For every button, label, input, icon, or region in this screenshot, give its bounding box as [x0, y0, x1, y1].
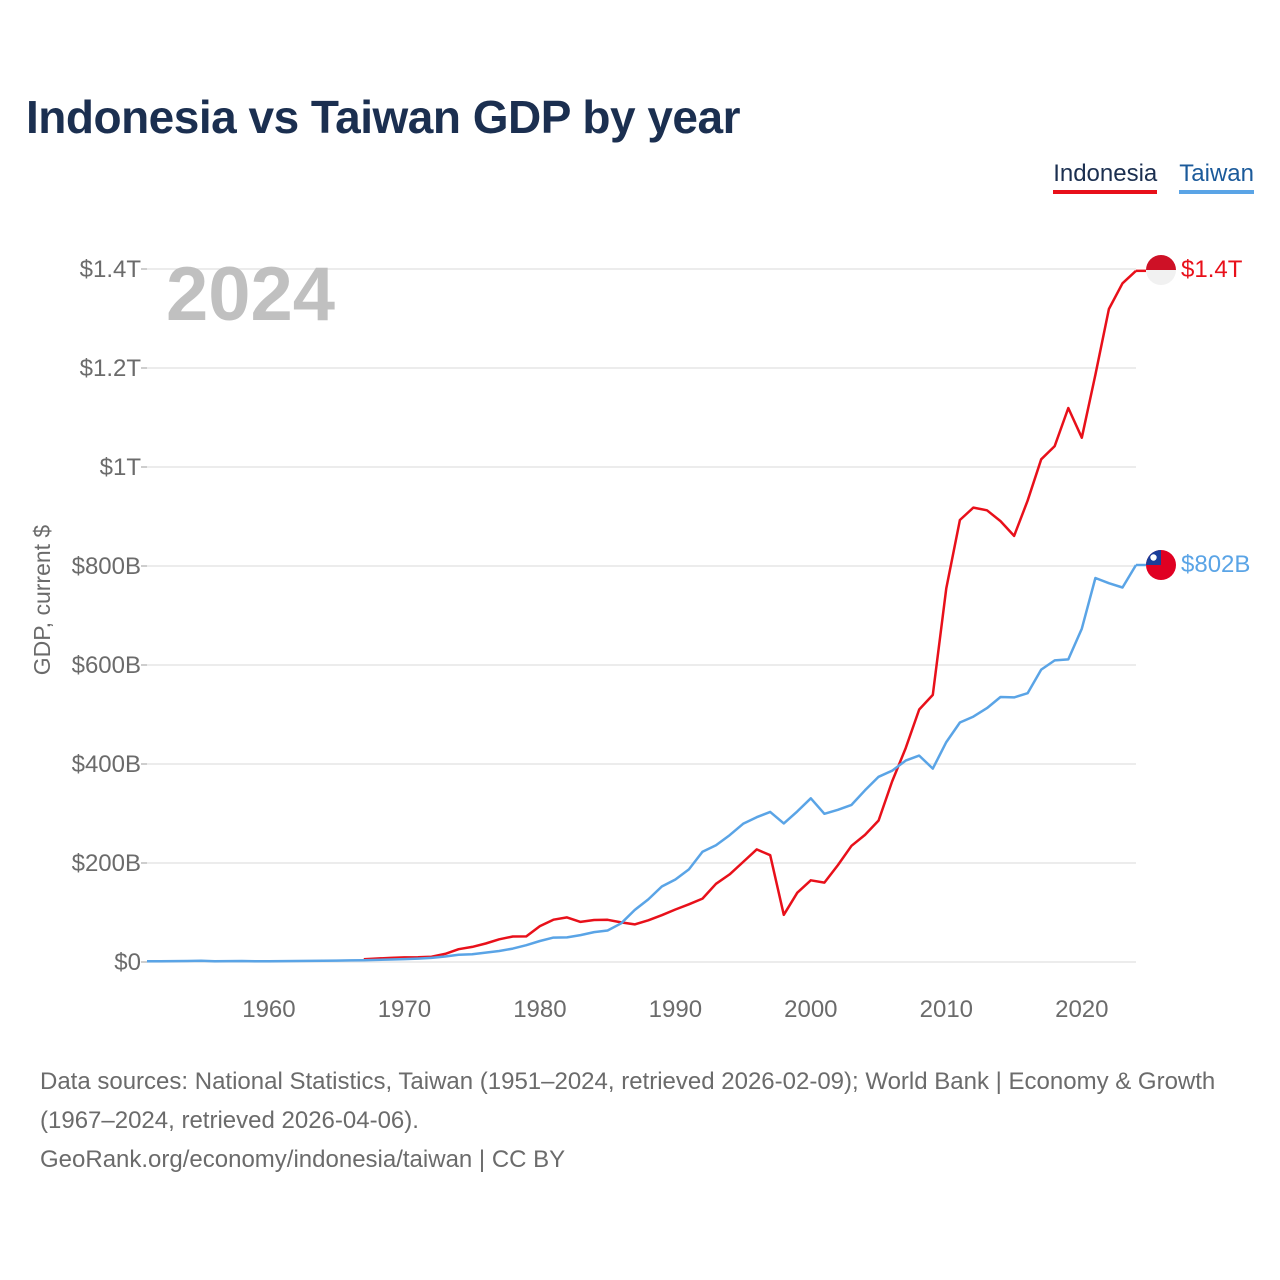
source-link[interactable]: GeoRank.org/economy/indonesia/taiwan | C…	[40, 1146, 566, 1173]
y-tick-label: $0	[114, 949, 141, 976]
x-tick-label: 2020	[1055, 996, 1108, 1023]
grid-lines	[147, 268, 1136, 963]
indonesia-end-label: $1.4T	[1181, 256, 1243, 283]
chart-title: Indonesia vs Taiwan GDP by year	[26, 91, 740, 143]
x-tick-label: 2010	[920, 996, 973, 1023]
x-tick-label: 1990	[649, 996, 702, 1023]
indonesia-flag-icon	[1146, 255, 1176, 285]
legend: Indonesia Taiwan	[1053, 160, 1254, 194]
y-tick-label: $1.4T	[80, 256, 142, 283]
y-tick-label: $1.2T	[80, 355, 142, 382]
taiwan-flag-icon	[1146, 550, 1176, 580]
taiwan-end-label: $802B	[1181, 551, 1250, 578]
y-tick-label: $1T	[100, 454, 142, 481]
footer: Data sources: National Statistics, Taiwa…	[40, 1062, 1240, 1179]
series	[146, 269, 1146, 963]
y-tick-label: $600B	[72, 652, 141, 679]
gdp-line-chart: $0 $200B $400B $600B $800B $1T $1.2T $1.4T 1960 1…	[29, 252, 1250, 1023]
indonesia-series-line[interactable]	[363, 269, 1137, 961]
y-tick-label: $800B	[72, 553, 141, 580]
legend-item-indonesia[interactable]: Indonesia	[1053, 160, 1158, 194]
y-tick-label: $400B	[72, 751, 141, 778]
axes: $0 $200B $400B $600B $800B $1T $1.2T $1.4T 1960 1…	[72, 256, 1109, 1023]
y-tick-label: $200B	[72, 850, 141, 877]
y-axis-title: GDP, current $	[29, 525, 55, 676]
taiwan-series-line[interactable]	[146, 564, 1138, 963]
x-tick-label: 2000	[784, 996, 837, 1023]
x-tick-label: 1960	[242, 996, 295, 1023]
year-label: 2024	[166, 252, 335, 337]
legend-item-taiwan[interactable]: Taiwan	[1179, 160, 1254, 194]
x-tick-label: 1980	[513, 996, 566, 1023]
x-tick-label: 1970	[378, 996, 431, 1023]
data-sources-text: Data sources: National Statistics, Taiwa…	[40, 1068, 1216, 1134]
